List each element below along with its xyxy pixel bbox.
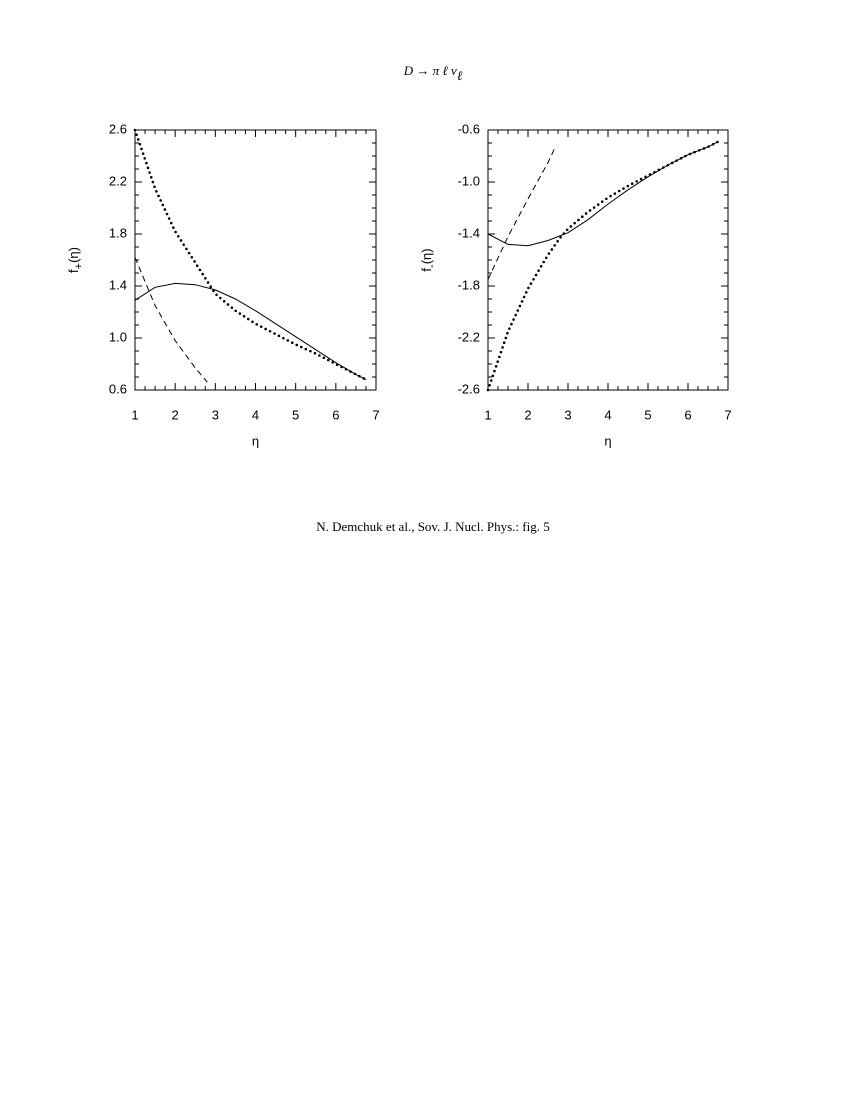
plot-frame: [134, 129, 377, 391]
x-tick-label: 7: [372, 407, 379, 422]
x-tick-label: 5: [292, 407, 299, 422]
series-line: [486, 140, 720, 392]
x-tick-label: 2: [172, 407, 179, 422]
y-label-rest: (η): [419, 248, 434, 264]
y-tick-label: 2.2: [109, 173, 127, 188]
y-tick-label: 0.6: [109, 381, 127, 396]
x-tick-label: 4: [604, 407, 611, 422]
y-tick-label: -1.8: [458, 277, 480, 292]
series-line: [487, 145, 557, 280]
x-tick-label: 7: [724, 407, 731, 422]
title-subscript: ℓ: [457, 68, 463, 83]
series-line: [134, 257, 208, 383]
y-tick-label: -1.0: [458, 173, 480, 188]
x-tick-label: 6: [684, 407, 691, 422]
y-tick-label: 1.8: [109, 225, 127, 240]
y-label-base: f: [419, 268, 434, 272]
y-label-subscript: +: [73, 263, 85, 269]
x-tick-label: 3: [564, 407, 571, 422]
figure-title: D → π ℓ νℓ: [403, 63, 463, 83]
x-axis-label: η: [604, 433, 611, 448]
y-tick-label: 2.6: [109, 121, 127, 136]
series-line: [134, 282, 367, 381]
y-tick-label: -2.6: [458, 381, 480, 396]
y-tick-label: -2.2: [458, 329, 480, 344]
x-tick-label: 3: [212, 407, 219, 422]
x-tick-label: 4: [252, 407, 259, 422]
y-tick-label: 1.0: [109, 329, 127, 344]
x-tick-label: 1: [131, 407, 138, 422]
plot-frame: [487, 129, 729, 391]
y-label-rest: (η): [66, 247, 81, 263]
series-line: [133, 128, 368, 381]
y-axis-label: f+(η): [66, 247, 84, 273]
y-axis-label: f-(η): [419, 248, 437, 271]
series-line: [487, 141, 719, 247]
x-tick-label: 6: [332, 407, 339, 422]
y-label-base: f: [66, 269, 81, 273]
y-tick-label: 1.4: [109, 277, 127, 292]
y-tick-label: -1.4: [458, 225, 480, 240]
x-tick-label: 5: [644, 407, 651, 422]
x-tick-label: 1: [484, 407, 491, 422]
y-label-subscript: -: [426, 264, 438, 268]
title-main: D → π ℓ ν: [403, 63, 457, 78]
x-axis-label: η: [252, 433, 259, 448]
y-tick-label: -0.6: [458, 121, 480, 136]
caption: N. Demchuk et al., Sov. J. Nucl. Phys.: …: [316, 519, 550, 534]
x-tick-label: 2: [524, 407, 531, 422]
